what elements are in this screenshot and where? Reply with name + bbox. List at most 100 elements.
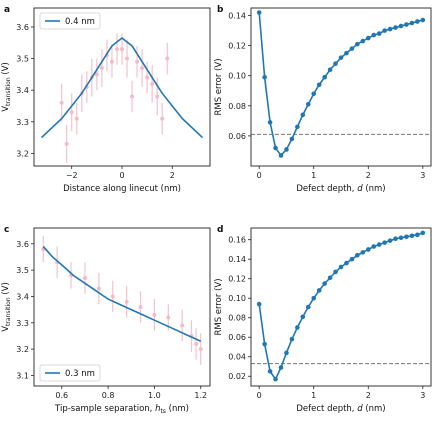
data-marker	[289, 336, 295, 342]
data-marker	[404, 22, 409, 27]
y-tick-label: 0.08	[228, 102, 246, 111]
data-point	[82, 276, 87, 281]
y-axis-label: Vtransition (V)	[1, 62, 12, 112]
x-label-var: d	[357, 184, 363, 194]
data-marker	[267, 369, 273, 374]
data-marker	[289, 136, 295, 142]
y-tick-label: 3.3	[16, 319, 29, 328]
plot-area	[251, 230, 431, 382]
y-label-sub: transition	[5, 297, 12, 326]
data-marker	[262, 74, 267, 80]
data-marker	[344, 50, 349, 56]
data-marker	[316, 288, 322, 293]
plot-area	[251, 10, 431, 158]
data-point	[150, 81, 155, 86]
y-tick-label: 3.1	[16, 371, 29, 380]
x-axis-label: Defect depth, d (nm)	[296, 404, 385, 414]
data-point	[124, 299, 129, 304]
data-point	[194, 341, 199, 346]
y-axis-label: Vtransition (V)	[1, 282, 12, 332]
y-tick-label: 3.4	[16, 292, 29, 301]
axes-frame	[250, 227, 432, 387]
x-tick-label: 0	[257, 391, 262, 400]
data-marker	[273, 145, 278, 151]
y-tick-label: 3.6	[16, 240, 29, 249]
y-tick-label: 3.2	[16, 149, 29, 158]
x-label-sub: ts	[160, 408, 165, 415]
data-marker	[349, 46, 355, 51]
series-line	[42, 245, 202, 342]
panel-label: c	[4, 225, 9, 235]
x-tick-label: 2	[366, 391, 371, 400]
x-tick-label: 2	[366, 171, 371, 180]
x-label-unit: (nm)	[363, 184, 386, 194]
panel-a: −2 0 2 3.2 3.3 3.4 3.5 3.6 a Distance along linec…	[1, 5, 211, 194]
y-tick-label: 3.5	[16, 55, 29, 64]
data-marker	[420, 230, 426, 236]
y-tick-label: 0.16	[228, 236, 246, 245]
data-marker	[316, 82, 322, 88]
legend-label: 0.4 nm	[65, 17, 95, 27]
data-marker	[295, 325, 300, 330]
x-tick-label: 0.6	[55, 391, 68, 400]
data-marker	[284, 147, 289, 152]
y-tick-label: 0.12	[228, 275, 246, 284]
data-point	[125, 56, 130, 61]
y-tick-label: 0.10	[228, 72, 246, 81]
data-marker	[360, 250, 366, 255]
data-marker	[404, 234, 409, 240]
panel-d: 0 1 2 30.020.040.060.080.100.120.140.16dDef…	[214, 225, 432, 414]
data-point	[198, 347, 203, 352]
data-point	[165, 56, 170, 61]
data-point	[94, 72, 99, 77]
data-marker	[365, 247, 371, 252]
data-point	[138, 305, 143, 309]
x-tick-label: 1.0	[148, 391, 161, 400]
data-point	[114, 47, 119, 52]
data-marker	[278, 365, 284, 370]
x-label-var: h	[155, 404, 160, 414]
data-marker	[338, 264, 344, 270]
y-label-unit: (V)	[1, 282, 11, 297]
y-label-main: V	[1, 106, 11, 112]
x-label-prefix: Defect depth,	[296, 184, 357, 194]
y-tick-label: 0.06	[228, 132, 246, 141]
y-tick-label: 0.06	[228, 333, 246, 342]
data-marker	[300, 314, 306, 320]
x-label-var: d	[357, 404, 363, 414]
panel-c: 0.6 0.8 1.0 1.2 3.1 3.2 3.3 3.4 3.5 3.6 c Tip-sampl…	[1, 225, 211, 415]
data-marker	[393, 25, 398, 30]
data-point	[64, 141, 69, 146]
series-line	[258, 232, 424, 381]
data-marker	[327, 275, 333, 281]
data-marker	[382, 28, 387, 33]
data-point	[180, 323, 185, 328]
y-tick-label: 3.4	[16, 86, 29, 95]
data-marker	[398, 235, 404, 241]
data-marker	[349, 256, 355, 262]
x-tick-label: 3	[420, 171, 425, 180]
data-marker	[360, 38, 366, 44]
x-axis-label: Defect depth, d (nm)	[296, 184, 385, 194]
x-label-prefix: Tip-sample separation,	[54, 404, 155, 414]
data-point	[110, 294, 115, 299]
data-marker	[262, 341, 267, 347]
data-point	[160, 116, 165, 121]
data-marker	[256, 301, 262, 307]
data-marker	[355, 41, 360, 47]
data-marker	[365, 35, 371, 41]
y-label-main: V	[1, 326, 11, 332]
data-point	[152, 312, 157, 317]
data-marker	[355, 253, 360, 258]
data-marker	[409, 233, 415, 239]
y-label-unit: (V)	[1, 62, 11, 77]
x-axis-label: Tip-sample separation, hts (nm)	[54, 404, 189, 415]
data-marker	[338, 55, 344, 60]
y-tick-label: 3.6	[16, 23, 29, 32]
data-point	[145, 75, 150, 80]
y-tick-label: 0.10	[228, 294, 246, 303]
panel-label: a	[4, 5, 10, 15]
data-marker	[305, 304, 311, 310]
data-marker	[333, 269, 338, 275]
data-marker	[398, 23, 404, 29]
